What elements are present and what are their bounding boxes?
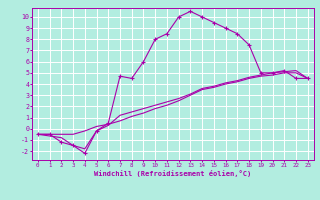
- X-axis label: Windchill (Refroidissement éolien,°C): Windchill (Refroidissement éolien,°C): [94, 170, 252, 177]
